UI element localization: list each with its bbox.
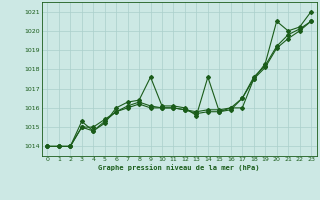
X-axis label: Graphe pression niveau de la mer (hPa): Graphe pression niveau de la mer (hPa) (99, 164, 260, 171)
